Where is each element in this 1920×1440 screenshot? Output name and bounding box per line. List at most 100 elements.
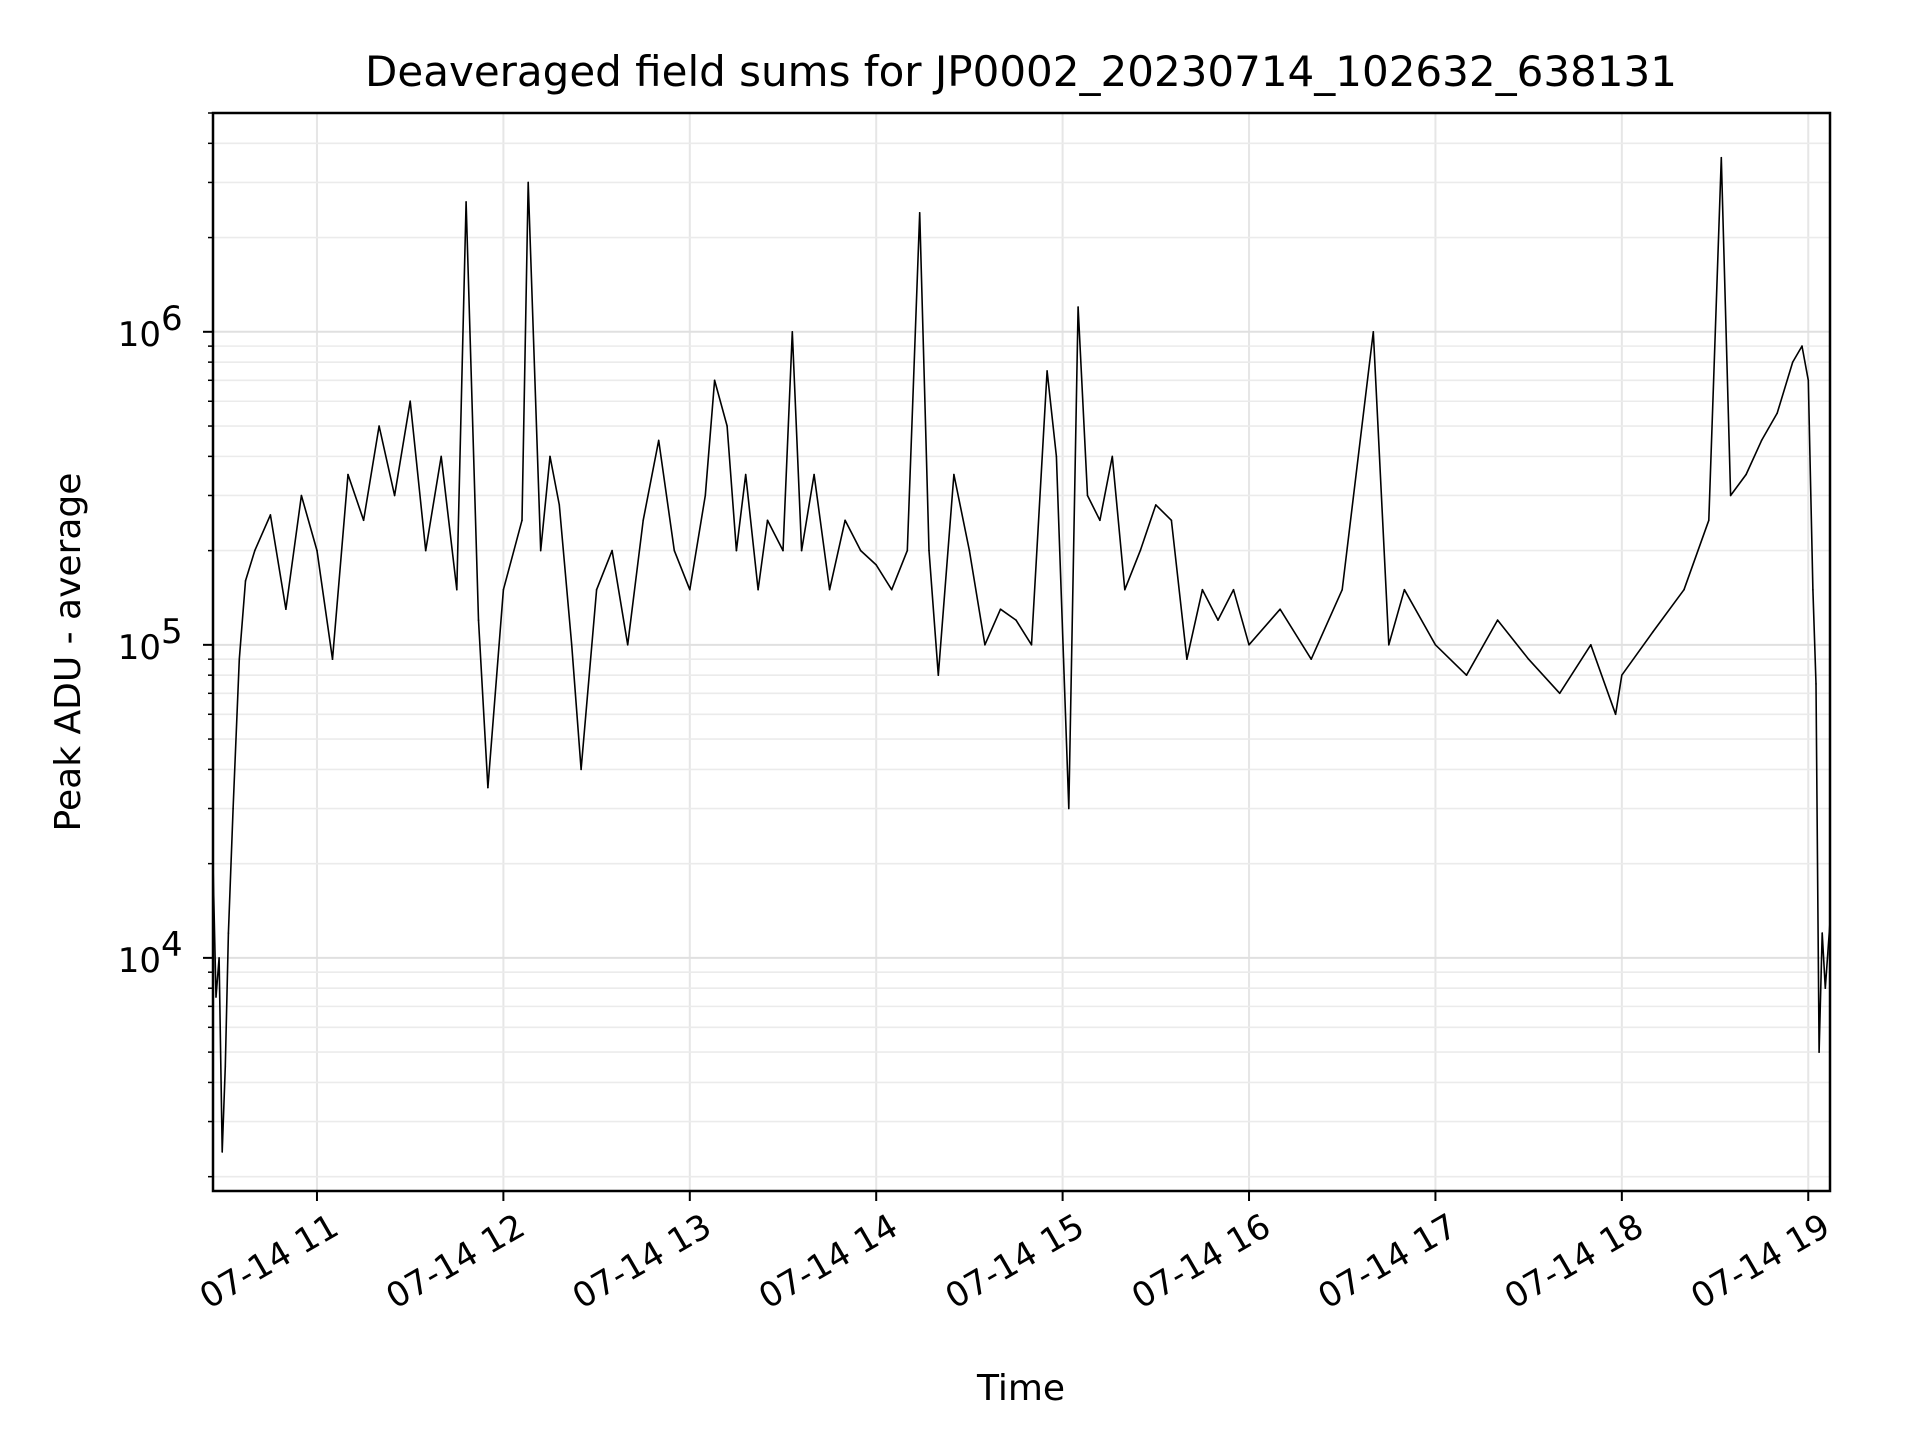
data-point: [465, 201, 467, 203]
data-point: [1527, 658, 1530, 660]
y-tick-label: 10: [118, 628, 161, 668]
data-point: [1821, 932, 1823, 934]
data-point: [937, 674, 940, 676]
data-point: [227, 932, 230, 934]
data-point: [1046, 370, 1048, 372]
data-point: [477, 619, 480, 621]
data-point: [1791, 361, 1794, 363]
y-tick-exponent: 4: [161, 925, 183, 965]
data-point: [440, 455, 443, 458]
data-point: [409, 400, 412, 403]
data-point: [1496, 619, 1499, 621]
y-axis-title: Peak ADU - average: [48, 473, 89, 832]
data-point: [1824, 987, 1827, 989]
data-point: [347, 473, 349, 476]
data-point: [595, 588, 598, 591]
data-point: [1729, 494, 1732, 497]
data-point: [1683, 588, 1685, 591]
data-point: [502, 588, 505, 591]
data-point: [1388, 644, 1390, 646]
data-point: [844, 519, 846, 522]
y-tick-label: 10: [118, 315, 161, 355]
data-point: [1139, 549, 1142, 552]
data-point: [316, 549, 318, 552]
data-point: [224, 1065, 227, 1068]
series-line: [212, 156, 1831, 1153]
data-point: [269, 514, 272, 516]
data-point: [1155, 504, 1157, 506]
data-point: [238, 658, 241, 660]
data-point: [875, 564, 877, 566]
data-point: [1745, 473, 1747, 476]
data-point: [378, 425, 380, 427]
data-point: [300, 494, 303, 497]
data-point: [999, 608, 1002, 610]
data-point: [232, 807, 234, 810]
data-point: [1310, 658, 1312, 660]
data-point: [968, 549, 971, 552]
data-point: [580, 768, 582, 771]
data-point: [1217, 619, 1219, 621]
data-point: [456, 588, 458, 591]
data-point: [859, 549, 862, 552]
data-point: [1614, 713, 1617, 716]
data-point: [1015, 619, 1017, 621]
data-point: [1776, 412, 1778, 414]
data-point: [1760, 439, 1763, 442]
data-point: [1099, 519, 1101, 522]
grid-lines: [213, 112, 1830, 1191]
data-point: [1068, 807, 1070, 810]
data-point: [1801, 345, 1803, 347]
data-point: [221, 1151, 223, 1153]
data-point: [1590, 644, 1592, 646]
data-point: [1248, 644, 1250, 646]
data-point: [331, 658, 334, 660]
data-point: [626, 644, 629, 646]
data-point: [1077, 306, 1079, 308]
data-point: [570, 644, 573, 646]
data-point: [757, 588, 759, 591]
data-point: [558, 504, 561, 506]
data-point: [791, 331, 794, 333]
data-point: [1086, 494, 1089, 497]
data-point: [735, 549, 738, 552]
data-point: [1186, 658, 1188, 660]
data-point: [362, 519, 365, 522]
data-point: [906, 549, 909, 552]
x-axis-title: Time: [976, 1368, 1065, 1409]
data-point: [782, 549, 784, 552]
data-point: [1055, 455, 1058, 458]
data-point: [953, 473, 955, 476]
data-point: [521, 519, 523, 522]
data-point: [244, 580, 247, 582]
data-point: [1030, 644, 1033, 646]
data-point: [800, 549, 803, 552]
data-point: [1720, 156, 1723, 159]
data-point: [766, 519, 769, 522]
data-point: [1807, 379, 1810, 382]
data-point: [1708, 519, 1710, 522]
data-point: [704, 494, 707, 497]
data-point: [393, 494, 396, 497]
data-point: [642, 519, 644, 522]
data-point: [611, 549, 613, 552]
series: [212, 156, 1831, 1153]
data-point: [539, 549, 542, 552]
data-point: [215, 996, 217, 998]
data-point: [1621, 674, 1623, 676]
data-point: [984, 644, 986, 646]
data-point: [254, 549, 256, 552]
data-point: [928, 549, 930, 552]
y-tick-label: 10: [118, 941, 161, 981]
data-point: [1652, 631, 1654, 633]
data-point: [1232, 588, 1235, 591]
data-point: [1279, 608, 1281, 610]
data-point: [1170, 519, 1173, 522]
y-tick-exponent: 6: [161, 299, 183, 339]
data-point: [1818, 1051, 1820, 1053]
data-point: [1372, 331, 1375, 333]
plot-area-frame: [211, 111, 1832, 1193]
data-point: [1465, 674, 1468, 676]
